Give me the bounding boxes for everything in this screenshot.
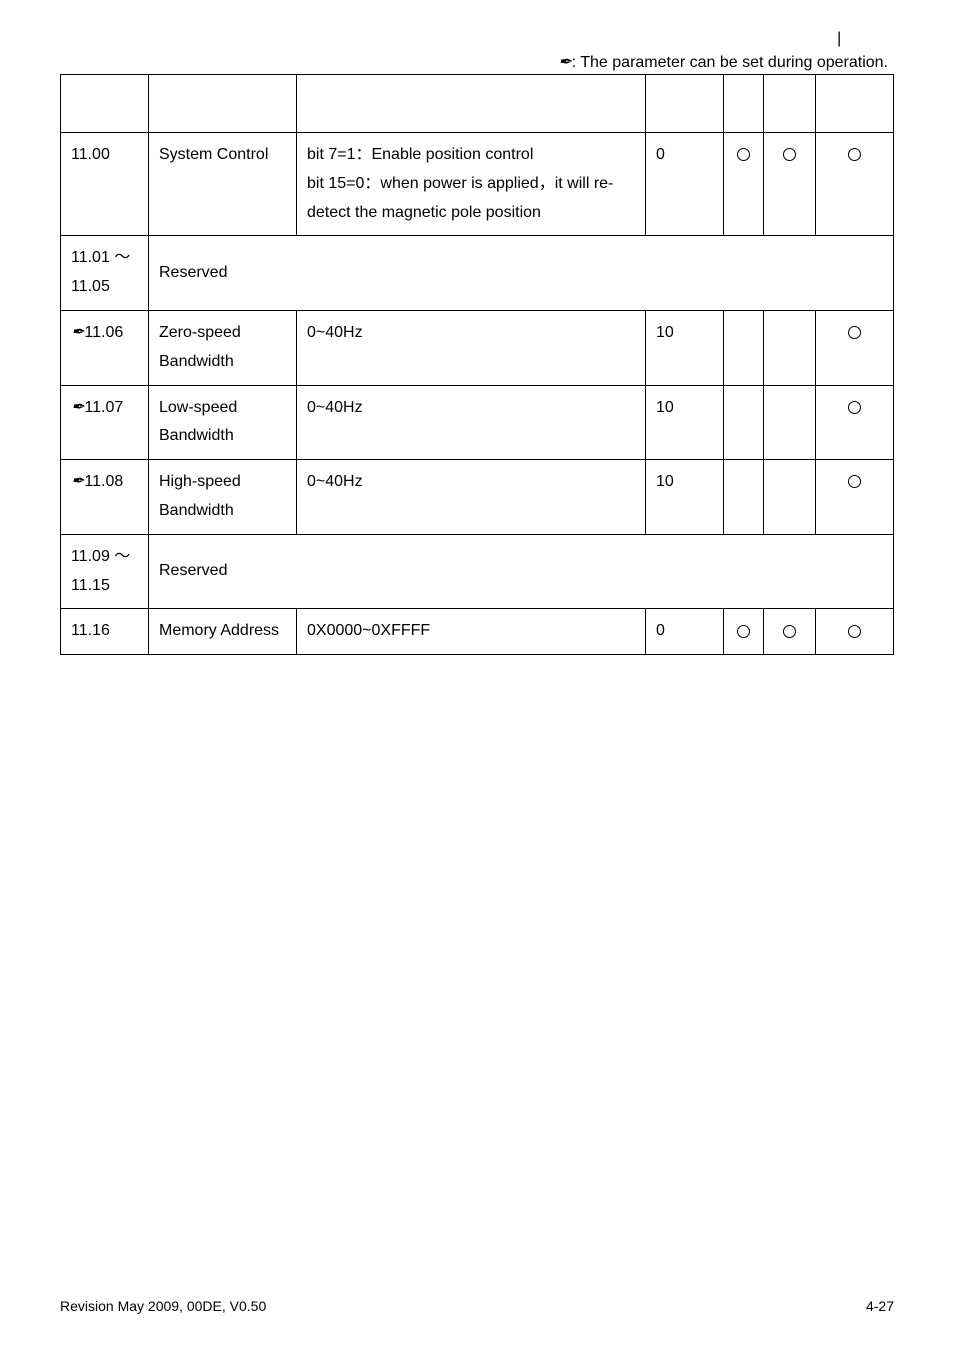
cell-flag-c — [816, 310, 894, 385]
circle-icon — [848, 401, 861, 414]
cell-code: 11.00 — [61, 133, 149, 236]
cell-code: 11.01 ～11.05 — [61, 236, 149, 311]
header-c — [816, 75, 894, 133]
cell-reserved: Reserved — [149, 236, 894, 311]
cell-flag-a — [724, 385, 764, 460]
cell-flag-b — [764, 310, 816, 385]
table-row: 11.16Memory Address0X0000~0XFFFF0 — [61, 609, 894, 655]
parameter-table: 11.00System Controlbit 7=1：Enable positi… — [60, 74, 894, 655]
cell-name: High-speed Bandwidth — [149, 460, 297, 535]
table-row: ✒11.07Low-speed Bandwidth0~40Hz10 — [61, 385, 894, 460]
header-a — [724, 75, 764, 133]
table-row: ✒11.08High-speed Bandwidth0~40Hz10 — [61, 460, 894, 535]
cell-name: System Control — [149, 133, 297, 236]
cell-description: bit 7=1：Enable position controlbit 15=0：… — [297, 133, 646, 236]
header-name — [149, 75, 297, 133]
header-desc — [297, 75, 646, 133]
page-footer: Revision May 2009, 00DE, V0.50 4-27 — [60, 1298, 894, 1314]
cell-description: 0~40Hz — [297, 385, 646, 460]
header-b — [764, 75, 816, 133]
circle-icon — [737, 148, 750, 161]
circle-icon — [848, 148, 861, 161]
cell-flag-b — [764, 133, 816, 236]
table-row: 11.09 ～11.15Reserved — [61, 534, 894, 609]
cell-flag-b — [764, 609, 816, 655]
cell-code: 11.16 — [61, 609, 149, 655]
header-code — [61, 75, 149, 133]
cell-default: 0 — [646, 609, 724, 655]
table-caption: ✒: The parameter can be set during opera… — [60, 52, 894, 72]
cell-code: ✒11.06 — [61, 310, 149, 385]
cell-flag-a — [724, 460, 764, 535]
cell-default: 10 — [646, 385, 724, 460]
cell-flag-b — [764, 460, 816, 535]
cell-flag-a — [724, 310, 764, 385]
cell-default: 10 — [646, 460, 724, 535]
cell-description: 0X0000~0XFFFF — [297, 609, 646, 655]
cell-default: 10 — [646, 310, 724, 385]
header-def — [646, 75, 724, 133]
text-cursor: | — [60, 30, 894, 48]
writable-symbol: ✒ — [71, 473, 84, 490]
footer-revision: Revision May 2009, 00DE, V0.50 — [60, 1298, 266, 1314]
cell-flag-a — [724, 609, 764, 655]
cell-flag-c — [816, 609, 894, 655]
circle-icon — [783, 148, 796, 161]
cell-flag-b — [764, 385, 816, 460]
cell-flag-c — [816, 133, 894, 236]
writable-symbol: ✒ — [71, 324, 84, 341]
cell-default: 0 — [646, 133, 724, 236]
footer-page-number: 4-27 — [866, 1298, 894, 1314]
cell-code: ✒11.08 — [61, 460, 149, 535]
cell-name: Memory Address — [149, 609, 297, 655]
cell-description: 0~40Hz — [297, 310, 646, 385]
circle-icon — [737, 625, 750, 638]
cell-description: 0~40Hz — [297, 460, 646, 535]
circle-icon — [783, 625, 796, 638]
cell-flag-a — [724, 133, 764, 236]
cell-name: Zero-speed Bandwidth — [149, 310, 297, 385]
cell-name: Low-speed Bandwidth — [149, 385, 297, 460]
cell-code: ✒11.07 — [61, 385, 149, 460]
table-row: 11.00System Controlbit 7=1：Enable positi… — [61, 133, 894, 236]
cell-code: 11.09 ～11.15 — [61, 534, 149, 609]
caption-text: : The parameter can be set during operat… — [572, 54, 888, 71]
table-row: ✒11.06Zero-speed Bandwidth0~40Hz10 — [61, 310, 894, 385]
circle-icon — [848, 625, 861, 638]
writable-symbol: ✒ — [558, 54, 571, 71]
cell-flag-c — [816, 460, 894, 535]
circle-icon — [848, 326, 861, 339]
cell-flag-c — [816, 385, 894, 460]
table-row: 11.01 ～11.05Reserved — [61, 236, 894, 311]
writable-symbol: ✒ — [71, 399, 84, 416]
table-header-row — [61, 75, 894, 133]
cell-reserved: Reserved — [149, 534, 894, 609]
circle-icon — [848, 475, 861, 488]
